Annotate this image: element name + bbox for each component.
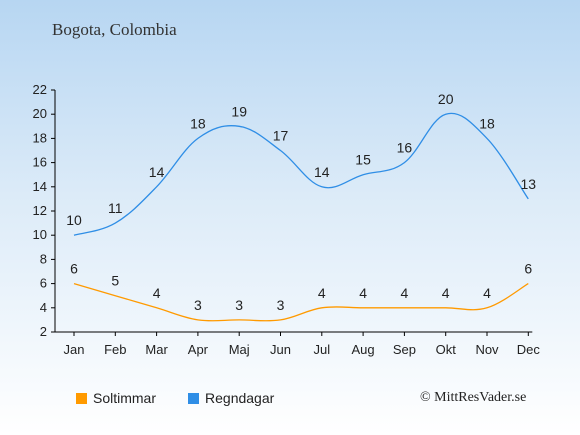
legend-label-sun: Soltimmar [93, 390, 157, 406]
line-chart: 2 4 6 8 10 12 14 16 18 20 22 Jan Feb Mar Apr Maj Jun Jul A… [33, 82, 541, 357]
data-label-sun: 4 [153, 285, 161, 301]
x-tick-label: Dec [517, 342, 541, 357]
x-tick-label: Jan [64, 342, 85, 357]
source-credit: © MittResVader.se [420, 390, 527, 405]
data-label-rain: 14 [314, 164, 330, 180]
legend-label-rain: Regndagar [205, 390, 275, 406]
x-tick-label: Feb [104, 342, 126, 357]
data-label-sun: 4 [483, 285, 491, 301]
x-tick-label: Jun [270, 342, 291, 357]
data-labels: 6 5 4 3 3 3 4 4 4 4 4 6 10 11 14 18 19 17 14 15 16 20 18 13 [66, 91, 536, 313]
legend-swatch-sun [76, 392, 87, 404]
data-label-sun: 4 [401, 285, 409, 301]
y-tick-label: 12 [33, 203, 47, 218]
x-tick-label: Okt [436, 342, 457, 357]
legend-swatch-rain [188, 392, 200, 404]
legend-item-sun: Soltimmar [76, 390, 156, 406]
x-tick-label: Sep [393, 342, 416, 357]
x-tick-label: Apr [188, 342, 209, 357]
data-label-sun: 4 [318, 285, 326, 301]
data-label-sun: 3 [277, 297, 285, 313]
x-tick-label: Jul [313, 342, 330, 357]
data-label-sun: 3 [194, 297, 202, 313]
y-tick-label: 10 [33, 227, 47, 242]
y-tick-label: 16 [33, 155, 47, 170]
data-label-sun: 6 [524, 261, 532, 277]
chart-title: Bogota, Colombia [52, 20, 177, 39]
data-label-rain: 17 [273, 128, 289, 144]
x-tick-label: Mar [145, 342, 168, 357]
data-label-rain: 10 [66, 212, 82, 228]
x-tick-label: Nov [475, 342, 499, 357]
legend-item-rain: Regndagar [188, 390, 274, 406]
data-label-rain: 20 [438, 91, 454, 107]
data-label-rain: 18 [479, 115, 495, 131]
x-tick-label: Aug [352, 342, 375, 357]
x-tick-label: Maj [229, 342, 250, 357]
data-label-sun: 6 [70, 261, 78, 277]
series-line-rain [73, 112, 529, 236]
axes: 2 4 6 8 10 12 14 16 18 20 22 Jan Feb Mar Apr Maj Jun Jul A… [33, 82, 541, 357]
y-tick-label: 6 [40, 276, 47, 291]
data-label-sun: 5 [111, 273, 119, 289]
data-label-rain: 16 [397, 140, 413, 156]
legend: Soltimmar Regndagar [76, 390, 306, 406]
y-tick-label: 22 [33, 82, 47, 97]
data-label-sun: 4 [442, 285, 450, 301]
data-label-rain: 15 [355, 152, 371, 168]
data-label-rain: 19 [231, 103, 247, 119]
y-tick-label: 18 [33, 130, 47, 145]
data-label-rain: 14 [149, 164, 165, 180]
series-line-sun [73, 282, 529, 322]
data-label-rain: 18 [190, 115, 206, 131]
y-tick-label: 14 [33, 179, 47, 194]
data-label-sun: 3 [235, 297, 243, 313]
y-tick-label: 20 [33, 106, 47, 121]
data-label-sun: 4 [359, 285, 367, 301]
series-lines [73, 112, 529, 322]
data-label-rain: 13 [521, 176, 537, 192]
y-tick-label: 2 [40, 324, 47, 339]
data-label-rain: 11 [108, 200, 123, 216]
y-tick-label: 8 [40, 251, 47, 266]
y-tick-label: 4 [40, 300, 47, 315]
